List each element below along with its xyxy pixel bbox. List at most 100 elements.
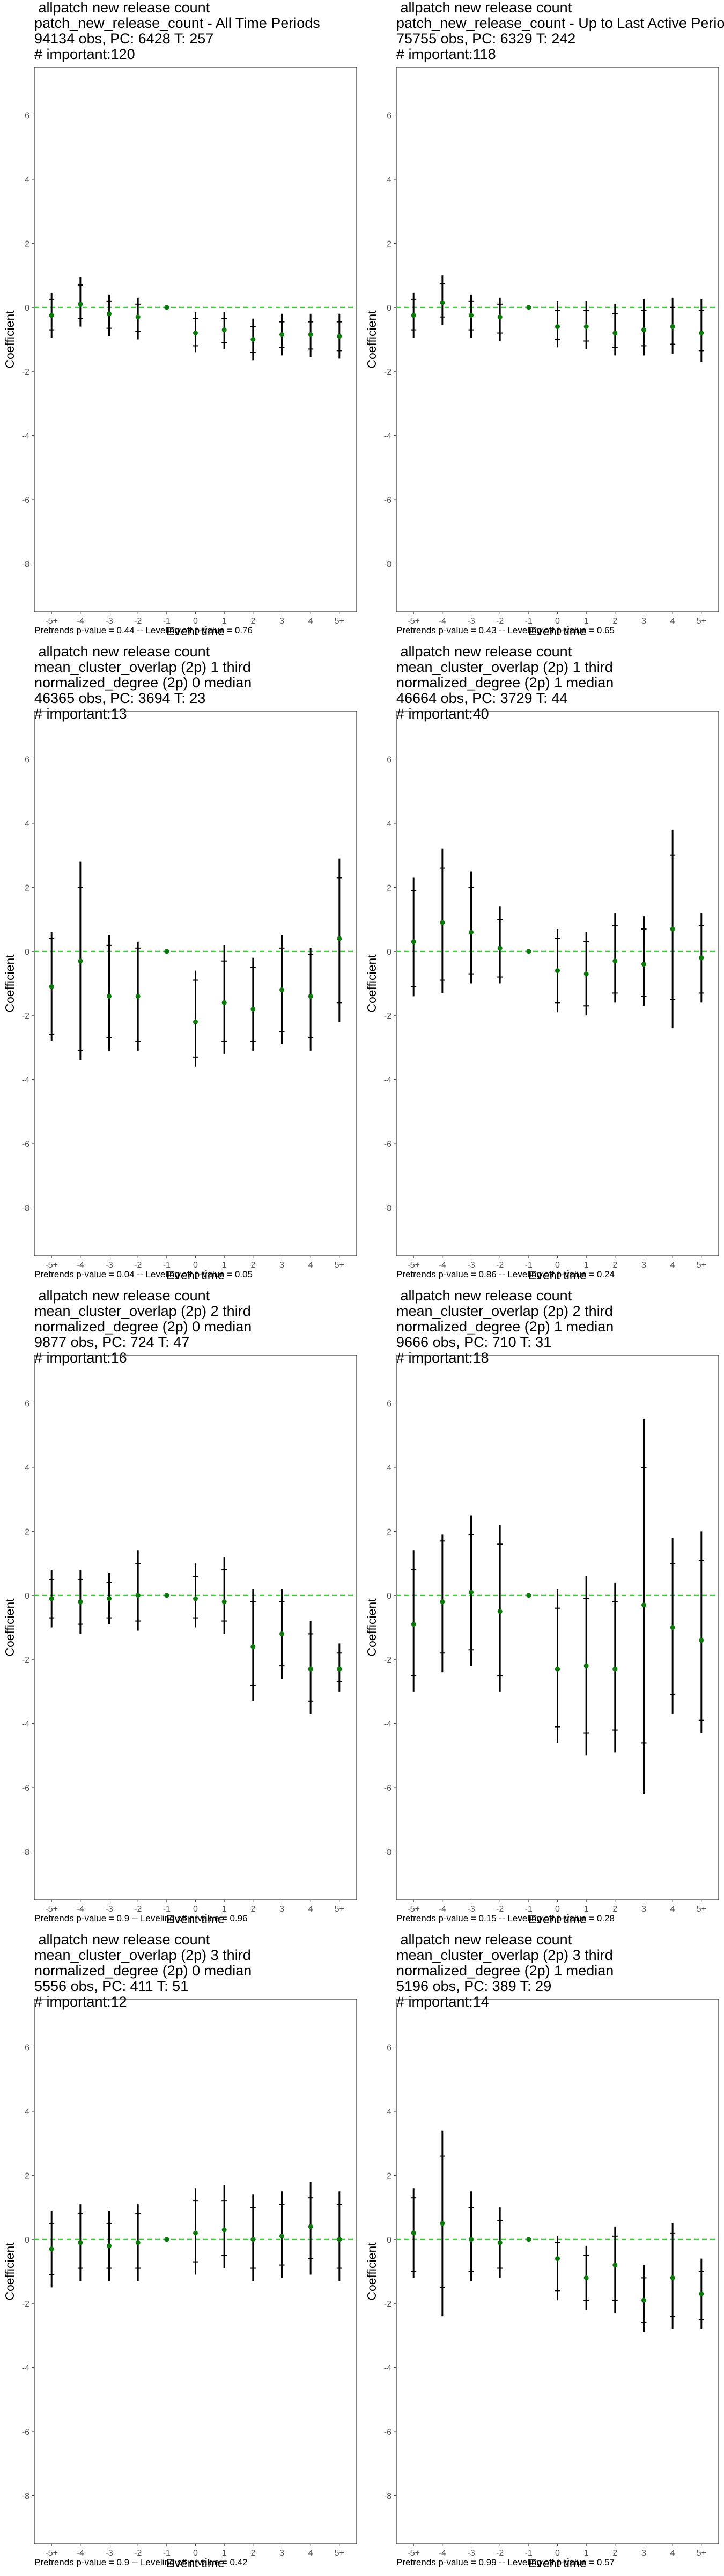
y-tick-label: 0 [25,948,29,957]
x-tick-label: 5+ [335,1905,344,1914]
coefficient-point [469,930,474,935]
y-tick-label: 4 [387,1463,391,1473]
x-tick-label: -4 [439,2549,446,2558]
y-tick-label: 6 [25,2044,29,2053]
panel-title-line: 94134 obs, PC: 6428 T: 257 [34,31,214,47]
y-tick-label: -4 [22,2364,29,2373]
coefficient-point [641,327,646,333]
y-tick-label: 6 [25,756,29,765]
x-tick-label: 0 [193,1261,198,1270]
x-tick-label: 5+ [697,617,706,626]
y-tick-label: 4 [387,2107,391,2117]
event-study-chart: -8 -6 -4 -2 0 2 4 6 -5+ -4 -3 -2 -1 0 1 2 3 4 5+ Event time… [3,67,357,638]
x-tick-label: 5+ [697,2549,706,2558]
x-tick-label: -5+ [407,1905,420,1914]
y-tick-label: -8 [22,2492,29,2501]
y-tick-label: -2 [384,1656,391,1665]
y-tick-label: 0 [25,304,29,313]
event-study-chart: -8 -6 -4 -2 0 2 4 6 -5+ -4 -3 -2 -1 0 1 2 3 4 5+ Event time… [3,711,357,1282]
x-axis-label: Event time [528,1268,587,1282]
coefficient-point [49,313,54,318]
coefficient-point [308,2224,313,2229]
coefficient-point [107,1596,112,1601]
y-tick-label: 0 [25,1592,29,1601]
x-tick-label: 3 [279,1261,284,1270]
coefficient-point [612,331,618,336]
y-axis-label: Coefficient [365,2242,379,2301]
x-axis-label: Event time [166,624,225,638]
panel-title-line: mean_cluster_overlap (2p) 3 third [34,1947,251,1963]
pvalue-footer: Pretrends p-value = 0.99 -- Leveling off… [396,2557,615,2567]
coefficient-point [279,987,284,992]
x-tick-label: -1 [163,617,171,626]
coefficient-point [440,1599,445,1605]
coefficient-point [250,2237,256,2242]
x-tick-label: 2 [612,1905,617,1914]
x-tick-label: -3 [105,1905,113,1914]
x-tick-label: -4 [439,1905,446,1914]
coefficient-point [49,1596,54,1601]
panel-title-line: normalized_degree (2p) 1 median [396,1319,614,1335]
panel-title-line: 5196 obs, PC: 389 T: 29 [396,1978,552,1994]
x-tick-label: -1 [163,2549,171,2558]
coefficient-point [279,1631,284,1636]
x-tick-label: 5+ [697,1905,706,1914]
coefficient-point [526,1593,531,1598]
x-tick-label: 1 [222,2549,227,2558]
coefficient-point [279,2234,284,2239]
panel-title-line: allpatch new release count [396,1931,572,1948]
coefficient-point [164,1593,169,1598]
event-study-panel: allpatch new release count mean_cluster_o… [362,1932,724,2576]
panel-title-line: mean_cluster_overlap (2p) 3 third [396,1947,613,1963]
y-tick-label: -4 [22,1720,29,1729]
event-study-panel: allpatch new release count mean_cluster_o… [0,1288,362,1932]
x-tick-label: -4 [77,1261,84,1270]
x-tick-label: 5+ [335,1261,344,1270]
x-tick-label: -4 [77,2549,84,2558]
x-tick-label: 0 [555,617,560,626]
coefficient-point [78,958,83,964]
y-tick-label: -6 [22,2428,29,2437]
y-tick-label: -8 [384,1848,391,1857]
coefficient-point [221,327,227,333]
x-tick-label: -3 [105,2549,113,2558]
x-tick-label: 0 [193,2549,198,2558]
panel-title-line: # important:40 [396,706,489,722]
panel-title-line: 75755 obs, PC: 6329 T: 242 [396,31,576,47]
y-tick-label: 2 [387,883,391,892]
coefficient-point [583,2275,589,2280]
y-tick-label: -8 [384,560,391,569]
panel-title: allpatch new release count mean_cluster_o… [34,1932,252,2010]
x-tick-label: -1 [525,2549,533,2558]
x-tick-label: 0 [193,617,198,626]
coefficient-point [555,324,560,330]
x-tick-label: 4 [670,1261,675,1270]
event-study-panel: allpatch new release count mean_cluster_o… [362,1288,724,1932]
coefficient-point [497,2240,503,2245]
y-tick-label: -6 [22,496,29,505]
y-tick-label: -2 [384,1012,391,1021]
panel-title-line: allpatch new release count [34,0,210,16]
panel-title-line: 5556 obs, PC: 411 T: 51 [34,1978,189,1994]
x-tick-label: -1 [525,1905,533,1914]
y-axis-label: Coefficient [365,1598,379,1657]
coefficient-point [135,314,141,320]
y-axis-label: Coefficient [3,310,17,369]
x-tick-label: -4 [77,1905,84,1914]
coefficient-point [193,1596,198,1601]
y-tick-label: 6 [25,1400,29,1409]
pvalue-footer: Pretrends p-value = 0.04 -- Leveling off… [34,1269,253,1279]
coefficient-point [135,2240,141,2245]
coefficient-point [308,332,313,338]
y-tick-label: -6 [384,2428,391,2437]
panel-title: allpatch new release count mean_cluster_o… [396,1288,614,1366]
x-tick-label: -1 [525,1261,533,1270]
coefficient-point [308,1666,313,1672]
y-tick-label: -8 [22,560,29,569]
panel-title-line: # important:118 [396,46,496,62]
y-axis-label: Coefficient [3,954,17,1013]
y-tick-label: 6 [387,756,391,765]
coefficient-point [164,2237,169,2242]
x-tick-label: 3 [279,1905,284,1914]
